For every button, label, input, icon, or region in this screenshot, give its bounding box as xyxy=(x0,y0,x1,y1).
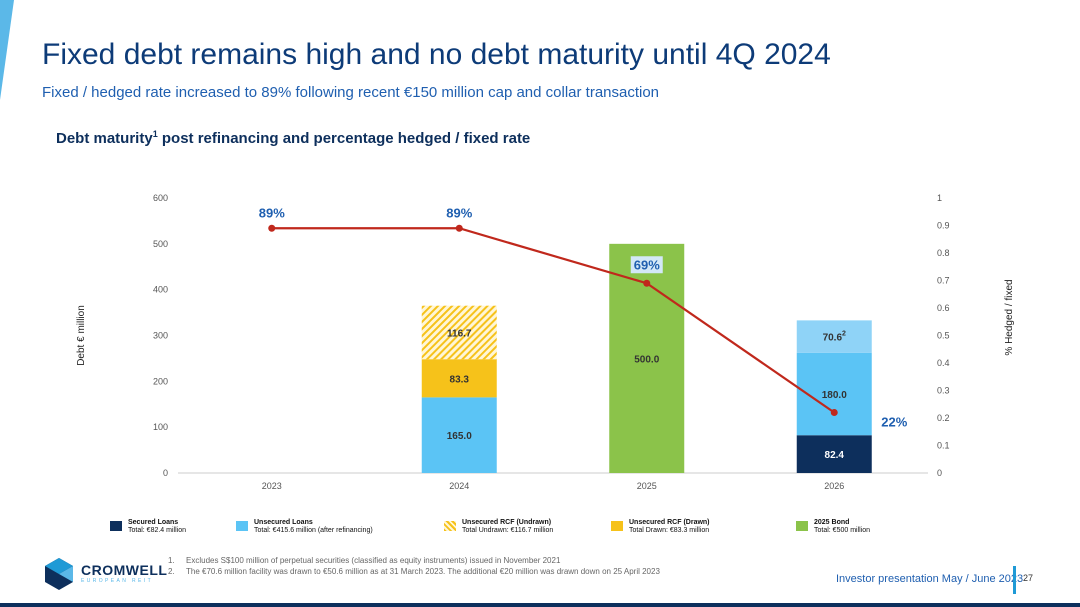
legend-swatch xyxy=(796,521,808,531)
y-tick-label: 600 xyxy=(153,193,168,203)
legend-text: Unsecured Loans Total: €415.6 million (af… xyxy=(254,519,373,535)
legend-name: Unsecured RCF (Undrawn) xyxy=(462,519,552,526)
legend-total: Total: €500 million xyxy=(814,527,871,534)
page-title: Fixed debt remains high and no debt matu… xyxy=(42,38,831,71)
footnote-text: Excludes S$100 million of perpetual secu… xyxy=(186,556,561,565)
y2-tick-label: 0.3 xyxy=(937,386,950,396)
legend-name: 2025 Bond xyxy=(814,519,850,526)
cromwell-logo: CROMWELL EUROPEAN REIT xyxy=(45,558,167,590)
y2-tick-label: 0.4 xyxy=(937,358,950,368)
y-tick-label: 300 xyxy=(153,331,168,341)
bar-data-label: 165.0 xyxy=(447,431,472,442)
footnote-text: The €70.6 million facility was drawn to … xyxy=(186,567,660,576)
bar-segment xyxy=(796,435,872,473)
footnote-number: 2. xyxy=(168,567,175,576)
legend-item: Unsecured RCF (Drawn) Total Drawn: €83.3 … xyxy=(611,519,710,535)
legend-text: Unsecured RCF (Drawn) Total Drawn: €83.3 … xyxy=(629,519,710,535)
bar-segment xyxy=(796,320,872,353)
legend-text: Unsecured RCF (Undrawn) Total Undrawn: €1… xyxy=(462,519,553,535)
bar-data-label: 116.7 xyxy=(447,328,472,339)
legend-name: Unsecured RCF (Drawn) xyxy=(629,519,710,526)
bar-data-label: 82.4 xyxy=(825,450,845,461)
hedged-rate-label-bg xyxy=(630,256,663,274)
page-subtitle: Fixed / hedged rate increased to 89% fol… xyxy=(42,84,660,101)
bar-segment xyxy=(421,359,497,398)
legend-total: Total: €415.6 million (after refinancing… xyxy=(254,527,373,534)
chart-heading-text: Debt maturity xyxy=(56,130,153,147)
legend-total: Total Undrawn: €116.7 million xyxy=(462,527,554,534)
x-tick-label: 2024 xyxy=(449,481,469,491)
footnote: 2. The €70.6 million facility was drawn t… xyxy=(168,566,660,577)
chart-legend: Secured Loans Total: €82.4 million Unsecur… xyxy=(0,519,1080,541)
hedged-rate-label: 89% xyxy=(446,205,472,220)
footnote: 1. Excludes S$100 million of perpetual se… xyxy=(168,555,660,566)
hedged-rate-line xyxy=(271,227,835,414)
legend-name: Unsecured Loans xyxy=(254,519,313,526)
chart-heading-footnote-ref: 1 xyxy=(152,129,158,139)
y-tick-label: 500 xyxy=(153,239,168,249)
legend-swatch xyxy=(236,521,248,531)
x-tick-label: 2025 xyxy=(637,481,657,491)
footer-divider xyxy=(1013,566,1016,594)
footnotes: 1. Excludes S$100 million of perpetual se… xyxy=(168,555,660,577)
legend-total: Total: €82.4 million xyxy=(128,527,186,534)
bar-segment xyxy=(421,305,497,360)
legend-item: Unsecured Loans Total: €415.6 million (af… xyxy=(236,519,373,535)
x-tick-label: 2026 xyxy=(824,481,844,491)
y2-tick-label: 0.1 xyxy=(937,441,950,451)
legend-swatch xyxy=(444,521,456,531)
hedged-rate-point xyxy=(268,224,276,232)
hedged-rate-label: 22% xyxy=(881,415,907,430)
bar-data-label: 70.62 xyxy=(823,331,846,344)
logo-text: CROMWELL EUROPEAN REIT xyxy=(81,563,167,585)
y-axis-label: Debt € million xyxy=(76,305,87,366)
footnote-number: 1. xyxy=(168,556,175,565)
hedged-rate-label: 89% xyxy=(259,205,285,220)
legend-text: 2025 Bond Total: €500 million xyxy=(814,519,870,535)
hedged-rate-label: 69% xyxy=(634,257,660,272)
legend-name: Secured Loans xyxy=(128,519,179,526)
y2-tick-label: 0.5 xyxy=(937,331,950,341)
corner-accent xyxy=(0,0,14,100)
y2-axis-label: % Hedged / fixed xyxy=(1004,279,1015,355)
y-tick-label: 200 xyxy=(153,376,168,386)
legend-total: Total Drawn: €83.3 million xyxy=(629,527,710,534)
legend-item: Secured Loans Total: €82.4 million xyxy=(110,519,186,535)
legend-text: Secured Loans Total: €82.4 million xyxy=(128,519,186,535)
y2-tick-label: 0.2 xyxy=(937,413,950,423)
legend-swatch xyxy=(611,521,623,531)
y2-tick-label: 0.6 xyxy=(937,303,950,313)
hedged-rate-point xyxy=(643,279,651,287)
bar-data-label: 180.0 xyxy=(822,390,847,401)
legend-item: 2025 Bond Total: €500 million xyxy=(796,519,870,535)
y2-tick-label: 0.8 xyxy=(937,248,950,258)
hedged-rate-point xyxy=(455,224,463,232)
bar-data-label-footnote-ref: 2 xyxy=(842,331,846,338)
hedged-rate-point xyxy=(830,409,838,416)
logo-name: CROMWELL xyxy=(81,562,168,578)
logo-subtitle: EUROPEAN REIT xyxy=(81,578,154,584)
legend-swatch xyxy=(110,521,122,531)
y2-tick-label: 0 xyxy=(937,468,942,478)
chart-heading: Debt maturity1 post refinancing and perc… xyxy=(56,129,530,147)
legend-item: Unsecured RCF (Undrawn) Total Undrawn: €1… xyxy=(444,519,553,535)
x-tick-label: 2023 xyxy=(262,481,282,491)
bar-segment xyxy=(421,397,497,473)
y-tick-label: 100 xyxy=(153,422,168,432)
y-tick-label: 400 xyxy=(153,285,168,295)
y-tick-label: 0 xyxy=(163,468,168,478)
y2-tick-label: 1 xyxy=(937,193,942,203)
y2-tick-label: 0.9 xyxy=(937,221,950,231)
footer-caption: Investor presentation May / June 2023 xyxy=(836,573,1024,585)
chart-heading-rest: post refinancing and percentage hedged /… xyxy=(157,130,531,147)
bottom-bar xyxy=(0,603,1080,607)
cromwell-logo-icon xyxy=(45,558,73,590)
page-number: 27 xyxy=(1023,573,1034,583)
bar-data-label: 500.0 xyxy=(634,354,659,365)
y2-tick-label: 0.7 xyxy=(937,276,950,286)
bar-data-label: 83.3 xyxy=(450,374,470,385)
